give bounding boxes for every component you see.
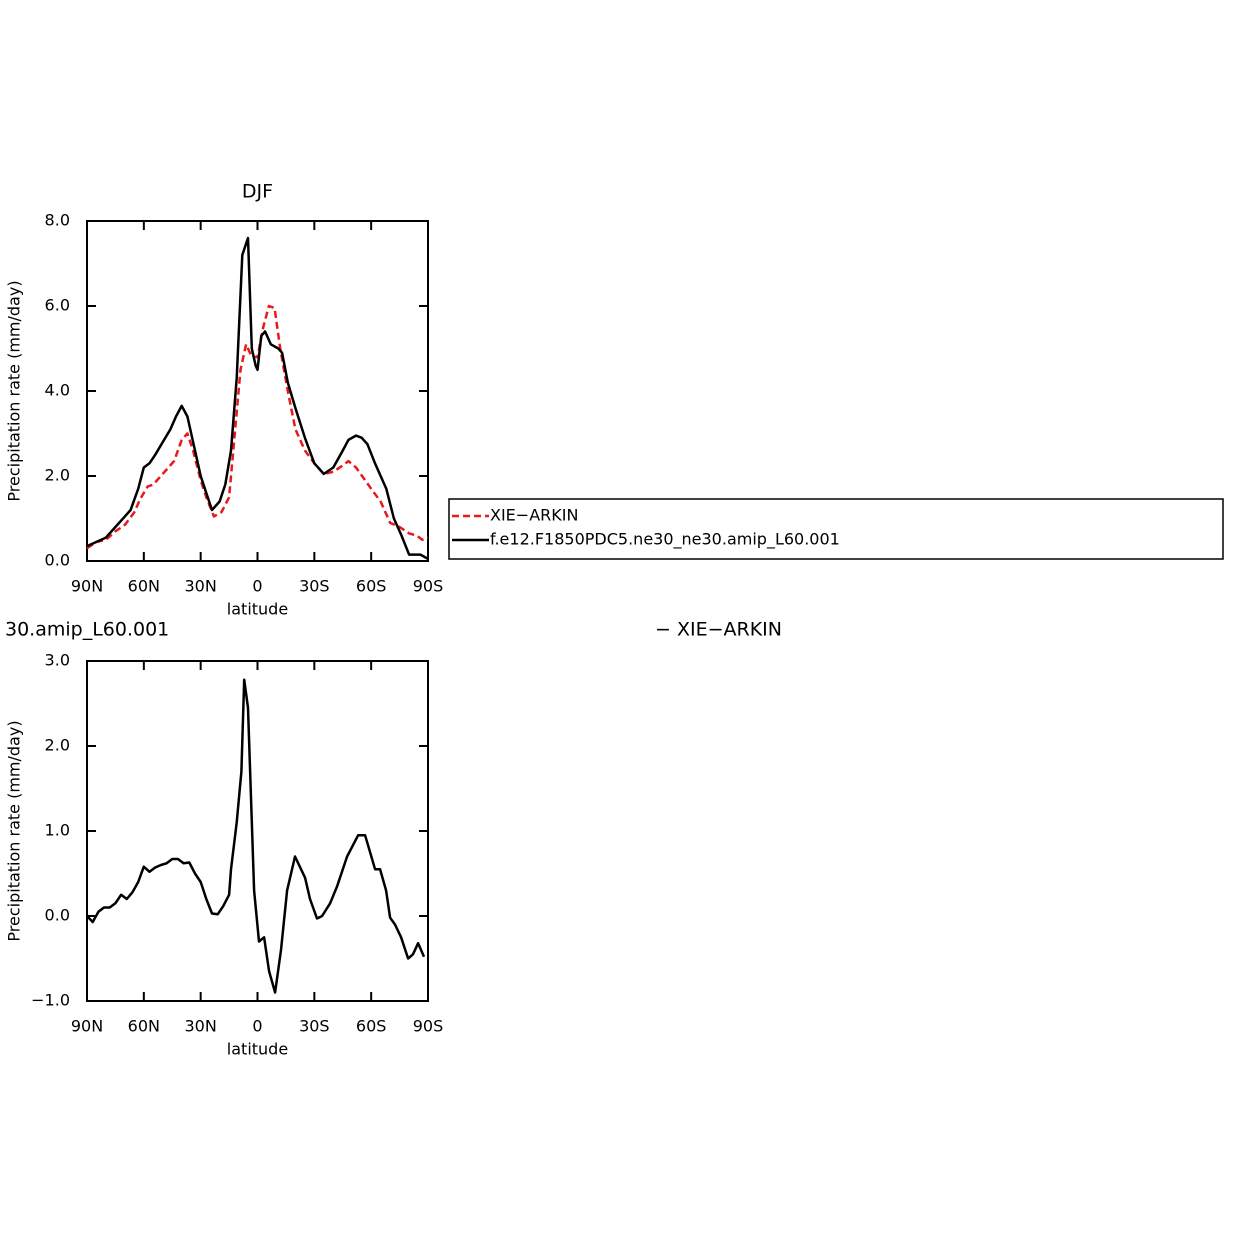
chart-title: DJF [242,181,273,203]
x-tick-label: 60S [356,577,387,596]
data-line [86,236,429,560]
y-axis-label: Precipitation rate (mm/day) [5,280,24,501]
legend-label: f.e12.F1850PDC5.ne30_ne30.amip_L60.001 [490,530,840,550]
chart-title-right: − XIE−ARKIN [655,619,782,641]
y-tick-label: 4.0 [45,381,70,400]
y-tick-label: 0.0 [45,906,70,925]
y-tick-label: 3.0 [45,651,70,670]
x-tick-label: 30N [185,1017,217,1036]
data-line [86,304,429,550]
legend-label: XIE−ARKIN [490,506,578,525]
x-tick-label: 90S [413,1017,444,1036]
y-tick-label: 2.0 [45,466,70,485]
plot-frame [86,220,429,562]
y-tick-label: −1.0 [31,991,70,1010]
y-tick-label: 6.0 [45,296,70,315]
y-tick-label: 2.0 [45,736,70,755]
x-tick-label: 90N [71,1017,103,1036]
x-tick-label: 90S [413,577,444,596]
x-tick-label: 30S [299,1017,330,1036]
y-axis-label: Precipitation rate (mm/day) [5,720,24,941]
legend-box [448,498,1224,560]
x-axis-label: latitude [227,1040,288,1059]
x-tick-label: 60N [128,577,160,596]
x-tick-label: 0 [252,1017,262,1036]
chart-title: 30.amip_L60.001 [5,619,169,641]
x-tick-label: 30N [185,577,217,596]
y-tick-label: 1.0 [45,821,70,840]
y-tick-label: 0.0 [45,551,70,570]
x-tick-label: 90N [71,577,103,596]
x-axis-label: latitude [227,600,288,619]
x-tick-label: 0 [252,577,262,596]
x-tick-label: 60N [128,1017,160,1036]
data-line [86,678,426,994]
x-tick-label: 30S [299,577,330,596]
plot-frame [86,660,429,1002]
y-tick-label: 8.0 [45,211,70,230]
x-tick-label: 60S [356,1017,387,1036]
